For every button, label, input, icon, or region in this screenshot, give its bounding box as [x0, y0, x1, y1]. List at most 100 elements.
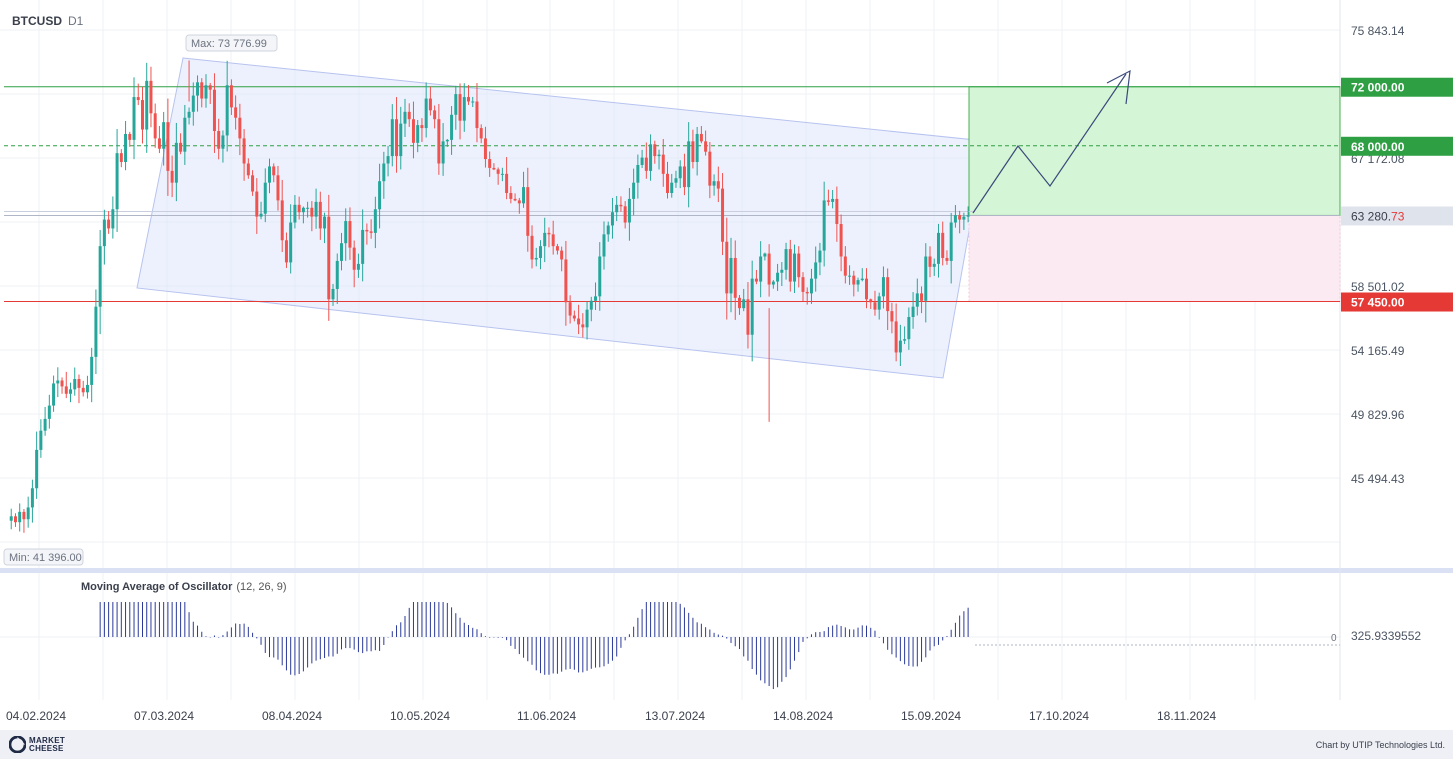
- candle-body: [111, 209, 115, 229]
- candle-body: [729, 257, 733, 294]
- candle-body: [708, 151, 712, 186]
- candle-body: [424, 98, 428, 129]
- candle-body: [9, 516, 13, 521]
- candle-body: [356, 263, 360, 270]
- min-price-label-box: [3, 548, 84, 566]
- footer-bar: [0, 730, 1453, 759]
- candle-body: [627, 198, 631, 223]
- candle-body: [238, 117, 242, 139]
- candle-body: [450, 114, 454, 140]
- candle-body: [873, 302, 877, 310]
- candle-body: [187, 111, 191, 118]
- candle-body: [60, 380, 64, 387]
- candle-body: [784, 249, 788, 270]
- candle-body: [903, 339, 907, 341]
- candle-body: [725, 241, 729, 294]
- current-price-label: 63 280.73: [1351, 209, 1405, 223]
- candle-body: [212, 89, 216, 132]
- candle-body: [809, 278, 813, 294]
- candle-body: [149, 80, 153, 114]
- candle-body: [547, 232, 551, 235]
- chart-credit: Chart by UTIP Technologies Ltd.: [1315, 740, 1445, 750]
- date-tick-label: 15.09.2024: [901, 709, 961, 723]
- candle-body: [716, 181, 720, 189]
- candle-body: [22, 511, 26, 520]
- candle-body: [962, 216, 966, 220]
- level-badge-label-1: 72 000.00: [1351, 81, 1405, 95]
- candle-body: [64, 386, 68, 394]
- candle-body: [441, 141, 445, 164]
- candle-body: [284, 240, 288, 263]
- candle-body: [361, 229, 365, 264]
- candle-body: [856, 280, 860, 285]
- candle-body: [272, 166, 276, 176]
- candle-body: [373, 209, 377, 233]
- indicator-title: Moving Average of Oscillator (12, 26, 9): [81, 581, 287, 593]
- candle-body: [530, 235, 534, 260]
- candle-body: [289, 222, 293, 263]
- candle-body: [293, 204, 297, 223]
- candle-body: [657, 154, 661, 157]
- candle-body: [119, 153, 123, 163]
- candle-body: [522, 187, 526, 204]
- candle-body: [52, 383, 56, 406]
- candle-body: [776, 272, 780, 282]
- candle-body: [246, 163, 250, 176]
- candle-body: [712, 181, 716, 186]
- candle-body: [471, 101, 475, 103]
- candle-body: [915, 293, 919, 307]
- candle-body: [517, 200, 521, 204]
- candle-body: [835, 198, 839, 225]
- candle-body: [538, 246, 542, 258]
- candle-body: [128, 133, 132, 140]
- candle-body: [378, 181, 382, 210]
- candle-body: [767, 253, 771, 285]
- candle-body: [763, 253, 767, 257]
- candle-body: [877, 296, 881, 310]
- symbol-label: BTCUSD: [12, 14, 62, 28]
- timeframe-label: D1: [68, 14, 84, 28]
- level-badge-3: [1341, 292, 1453, 312]
- candle-body: [35, 449, 39, 489]
- candle-body: [77, 379, 81, 388]
- candle-body: [649, 144, 653, 171]
- candle-body: [310, 207, 314, 217]
- candle-body: [555, 246, 559, 251]
- date-tick-label: 18.11.2024: [1157, 709, 1216, 723]
- candle-body: [204, 85, 208, 99]
- candle-body: [936, 232, 940, 264]
- candle-body: [653, 144, 657, 157]
- candle-body: [90, 356, 94, 385]
- candle-body: [69, 389, 73, 394]
- candle-body: [403, 111, 407, 124]
- candle-body: [352, 247, 356, 270]
- candle-body: [428, 98, 432, 111]
- candle-body: [314, 201, 318, 217]
- date-tick-label: 08.04.2024: [262, 709, 322, 723]
- candle-body: [746, 299, 750, 335]
- candle-body: [73, 379, 77, 390]
- candle-body: [255, 191, 259, 217]
- candle-body: [107, 219, 111, 229]
- candle-body: [780, 269, 784, 273]
- candle-body: [848, 275, 852, 277]
- candle-body: [327, 216, 331, 300]
- candle-body: [898, 340, 902, 353]
- candle-body: [953, 215, 957, 223]
- candle-body: [513, 198, 517, 201]
- candle-body: [788, 249, 792, 282]
- candle-body: [852, 275, 856, 285]
- candle-body: [276, 175, 280, 201]
- candle-body: [920, 293, 924, 301]
- candle-body: [534, 257, 538, 260]
- candle-body: [949, 222, 953, 261]
- candle-body: [801, 277, 805, 292]
- candle-body: [691, 141, 695, 163]
- candle-body: [39, 430, 43, 450]
- candle-body: [754, 278, 758, 282]
- candle-body: [433, 110, 437, 120]
- candle-body: [526, 187, 530, 236]
- cheese-logo-icon: [9, 736, 26, 753]
- candle-body: [610, 212, 614, 226]
